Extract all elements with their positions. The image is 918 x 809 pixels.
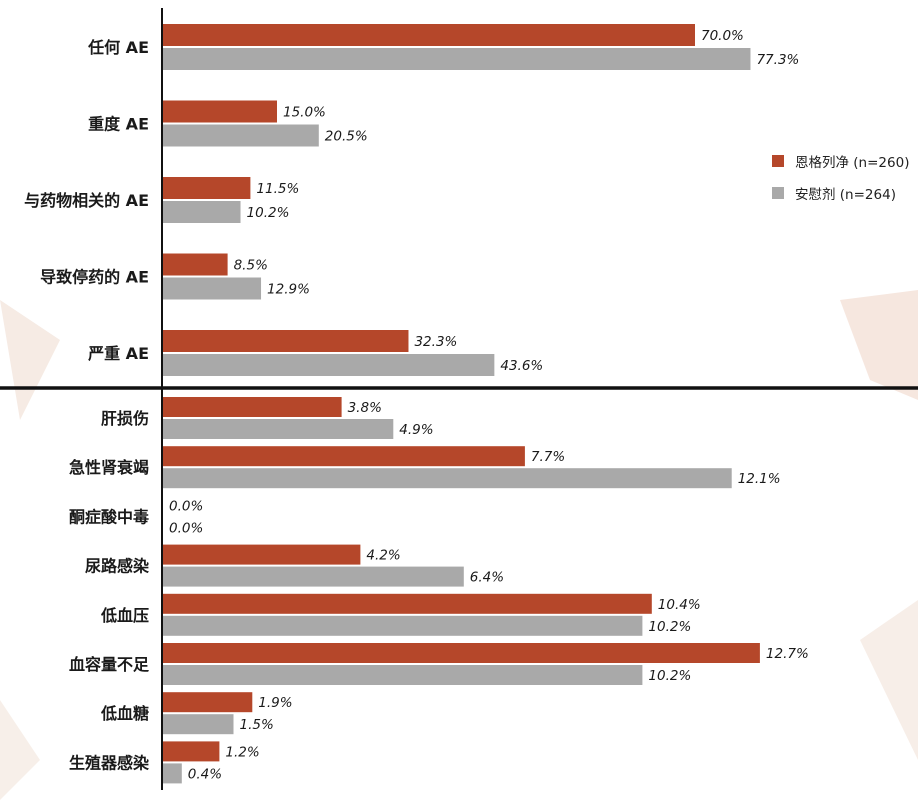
data-label: 0.4% bbox=[188, 766, 222, 782]
category-label: 与药物相关的 AE bbox=[24, 191, 149, 210]
bar-series-1 bbox=[163, 692, 253, 713]
data-label: 12.9% bbox=[267, 282, 310, 298]
category-label: 尿路感染 bbox=[85, 557, 150, 576]
data-label: 0.0% bbox=[169, 520, 203, 536]
bar-series-1 bbox=[163, 253, 228, 276]
bar-series-2 bbox=[163, 48, 751, 70]
data-label: 4.9% bbox=[399, 422, 433, 438]
data-label: 12.1% bbox=[738, 471, 781, 487]
chart-panel-overall-ae: 任何 AE 70.0% 77.3% 重度 AE 15.0% 20.5% 与药物相关的 AE 1… bbox=[24, 24, 799, 376]
bar-series-1 bbox=[163, 330, 409, 352]
legend-swatch-series-2 bbox=[772, 187, 784, 199]
category-label: 急性肾衰竭 bbox=[69, 458, 149, 477]
category-label: 任何 AE bbox=[87, 38, 149, 57]
bar-series-1 bbox=[163, 446, 525, 467]
legend-label-series-2: 安慰剂 (n=264) bbox=[795, 187, 896, 203]
data-label: 10.2% bbox=[648, 668, 691, 684]
data-label: 10.4% bbox=[658, 597, 701, 613]
data-label: 70.0% bbox=[701, 28, 744, 44]
data-label: 15.0% bbox=[283, 105, 326, 121]
bar-series-2 bbox=[163, 277, 262, 300]
data-label: 10.2% bbox=[648, 619, 691, 635]
category-label: 酮症酸中毒 bbox=[69, 507, 149, 526]
category-label: 严重 AE bbox=[87, 344, 149, 363]
category-label: 重度 AE bbox=[88, 115, 149, 134]
bar-series-2 bbox=[163, 566, 464, 587]
legend-item-series-2: 安慰剂 (n=264) bbox=[772, 183, 909, 203]
category-label: 低血压 bbox=[100, 606, 149, 625]
data-label: 1.2% bbox=[225, 744, 259, 760]
data-label: 20.5% bbox=[325, 129, 368, 145]
bar-series-2 bbox=[163, 665, 643, 685]
bar-series-2 bbox=[163, 714, 234, 735]
data-label: 8.5% bbox=[234, 258, 268, 274]
data-label: 12.7% bbox=[766, 646, 809, 662]
bar-series-1 bbox=[163, 397, 342, 417]
data-label: 4.2% bbox=[366, 548, 400, 564]
data-label: 10.2% bbox=[247, 205, 290, 221]
category-label: 生殖器感染 bbox=[69, 753, 150, 772]
category-label: 血容量不足 bbox=[69, 655, 150, 674]
bar-series-2 bbox=[163, 419, 394, 439]
data-label: 1.9% bbox=[258, 695, 292, 711]
data-label: 77.3% bbox=[756, 52, 799, 68]
data-label: 6.4% bbox=[470, 570, 504, 586]
bar-series-1 bbox=[163, 177, 251, 199]
category-label: 低血糖 bbox=[100, 704, 149, 723]
bar-series-1 bbox=[163, 100, 277, 123]
bar-series-2 bbox=[163, 124, 319, 147]
data-label: 1.5% bbox=[240, 717, 274, 733]
bar-series-2 bbox=[163, 763, 182, 784]
bar-series-1 bbox=[163, 544, 361, 565]
bar-series-2 bbox=[163, 615, 643, 636]
legend-item-series-1: 恩格列净 (n=260) bbox=[772, 151, 909, 171]
data-label: 43.6% bbox=[500, 358, 543, 374]
chart-panel-specific-ae: 肝损伤 3.8% 4.9% 急性肾衰竭 7.7% 12.1% 酮症酸中毒 0.0% 0.0% 尿路… bbox=[69, 397, 809, 784]
category-label: 肝损伤 bbox=[101, 409, 149, 428]
bar-series-2 bbox=[163, 201, 241, 223]
data-label: 32.3% bbox=[414, 334, 457, 350]
data-label: 11.5% bbox=[256, 181, 299, 197]
category-label: 导致停药的 AE bbox=[40, 268, 149, 287]
bar-series-1 bbox=[163, 741, 220, 762]
bar-series-1 bbox=[163, 24, 695, 46]
data-label: 3.8% bbox=[348, 400, 382, 416]
bar-series-2 bbox=[163, 354, 495, 376]
bar-series-1 bbox=[163, 643, 760, 663]
bar-series-2 bbox=[163, 468, 732, 489]
data-label: 7.7% bbox=[531, 449, 565, 465]
bar-series-1 bbox=[163, 593, 652, 614]
legend-swatch-series-1 bbox=[772, 155, 784, 167]
data-label: 0.0% bbox=[169, 498, 203, 514]
legend-label-series-1: 恩格列净 (n=260) bbox=[795, 155, 910, 171]
legend: 恩格列净 (n=260) 安慰剂 (n=264) bbox=[772, 151, 909, 215]
